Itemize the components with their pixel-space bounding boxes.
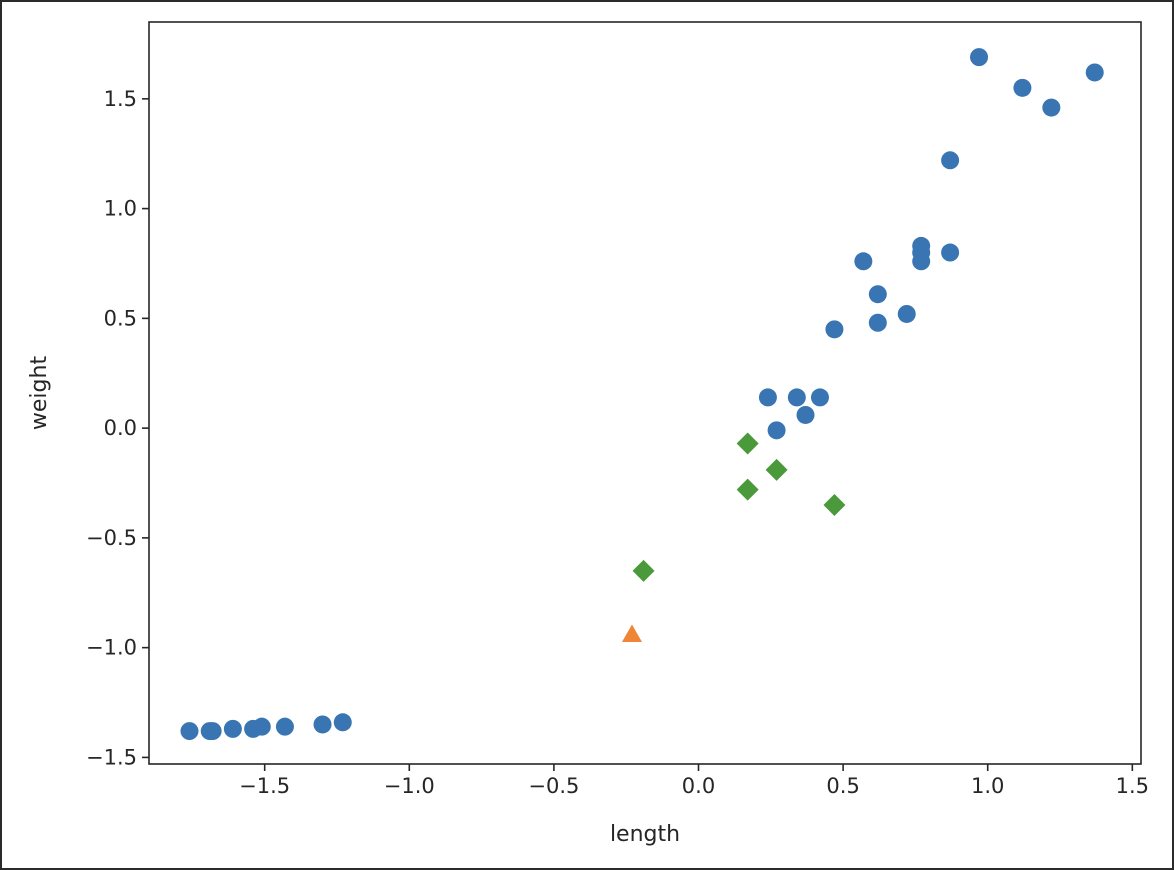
data-point-circle bbox=[313, 715, 332, 734]
data-point-circle bbox=[868, 285, 887, 304]
data-point-diamond bbox=[736, 478, 759, 501]
data-point-circle bbox=[810, 388, 829, 407]
data-point-circle bbox=[1085, 63, 1104, 82]
y-tick-label: −1.0 bbox=[86, 636, 137, 660]
data-point-circle bbox=[203, 722, 222, 741]
data-point-circle bbox=[796, 405, 815, 424]
y-tick-label: 0.5 bbox=[104, 306, 137, 330]
data-point-circle bbox=[758, 388, 777, 407]
data-point-circle bbox=[767, 421, 786, 440]
data-point-circle bbox=[252, 717, 271, 736]
x-tick-label: 0.5 bbox=[826, 774, 859, 798]
data-point-circle bbox=[275, 717, 294, 736]
data-point-circle bbox=[223, 719, 242, 738]
x-axis-title: length bbox=[610, 822, 680, 847]
x-tick-label: 0.0 bbox=[682, 774, 715, 798]
data-point-circle bbox=[868, 313, 887, 332]
data-points bbox=[180, 48, 1104, 741]
data-point-circle bbox=[854, 252, 873, 271]
data-point-circle bbox=[941, 151, 960, 170]
x-tick-label: −0.5 bbox=[528, 774, 579, 798]
x-tick-label: −1.5 bbox=[239, 774, 290, 798]
data-point-diamond bbox=[736, 432, 759, 455]
data-point-diamond bbox=[823, 493, 846, 516]
y-tick-label: −0.5 bbox=[86, 526, 137, 550]
data-point-circle bbox=[941, 243, 960, 262]
y-tick-label: 0.0 bbox=[104, 416, 137, 440]
y-axis-title: weight bbox=[27, 356, 52, 431]
data-point-circle bbox=[1042, 98, 1061, 117]
data-point-circle bbox=[1013, 78, 1032, 97]
y-tick-label: 1.0 bbox=[104, 197, 137, 221]
x-tick-label: −1.0 bbox=[384, 774, 435, 798]
x-tick-label: 1.0 bbox=[971, 774, 1004, 798]
x-tick-label: 1.5 bbox=[1116, 774, 1149, 798]
plot-area-frame bbox=[148, 21, 1142, 765]
data-point-circle bbox=[333, 713, 352, 732]
data-point-circle bbox=[897, 304, 916, 323]
data-point-diamond bbox=[765, 458, 788, 481]
data-point-circle bbox=[787, 388, 806, 407]
data-point-circle bbox=[180, 722, 199, 741]
y-tick-label: 1.5 bbox=[104, 87, 137, 111]
y-axis-ticks: −1.5 −1.0 −0.5 0.0 0.5 1.0 1.5 bbox=[86, 87, 149, 769]
data-point-triangle bbox=[621, 624, 642, 642]
x-axis-ticks: −1.5 −1.0 −0.5 0.0 0.5 1.0 1.5 bbox=[239, 764, 1149, 798]
data-point-circle bbox=[825, 320, 844, 339]
y-tick-label: −1.5 bbox=[86, 745, 137, 769]
data-point-circle bbox=[912, 236, 931, 255]
data-point-diamond bbox=[632, 559, 655, 582]
data-point-circle bbox=[970, 48, 989, 67]
